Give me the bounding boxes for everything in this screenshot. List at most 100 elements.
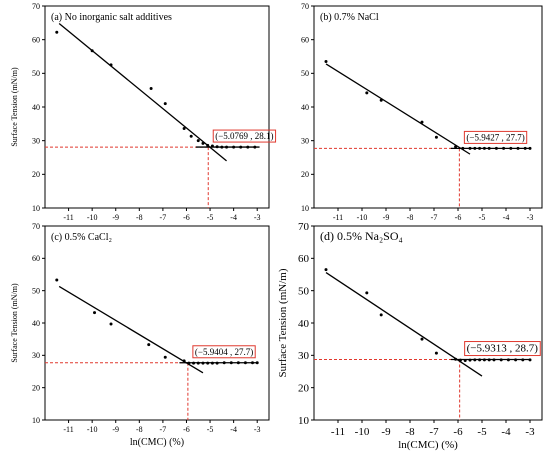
- y-tick-label: 20: [301, 170, 309, 179]
- x-tick-label: -11: [63, 213, 73, 222]
- data-point: [255, 361, 259, 365]
- x-tick-label: -8: [405, 426, 415, 438]
- x-tick-label: -5: [207, 425, 214, 434]
- plot-frame: [313, 5, 543, 209]
- panel-title: (c) 0.5% CaCl₂: [51, 232, 112, 243]
- x-tick-label: -7: [431, 213, 438, 222]
- chart-panel-4: -11 -10 -9 -8 -7 -6 -5 -4 -3 10 20 30 40 50 60 70 (d) 0.…: [277, 221, 543, 451]
- data-point: [215, 145, 219, 149]
- data-point: [521, 358, 525, 362]
- data-point: [55, 30, 59, 34]
- data-point: [324, 60, 328, 64]
- fit-line-premicellar: [325, 272, 483, 377]
- data-point: [250, 361, 254, 365]
- data-point: [473, 358, 477, 362]
- y-tick-label: 70: [298, 221, 310, 233]
- data-point: [478, 146, 482, 150]
- data-point: [454, 145, 458, 149]
- y-tick-label: 40: [32, 319, 40, 328]
- data-point: [201, 141, 205, 145]
- x-tick-label: -7: [160, 213, 167, 222]
- data-point: [93, 311, 97, 315]
- y-tick-label: 10: [32, 416, 40, 425]
- intersection-label: (−5.9313 , 28.7): [467, 343, 539, 355]
- y-tick-label: 70: [32, 2, 40, 11]
- intersection-label: (−5.9427 , 27.7): [466, 132, 524, 142]
- intersection-label-box: [212, 129, 277, 143]
- y-tick-label: 30: [32, 136, 40, 145]
- data-point: [434, 135, 438, 139]
- y-tick-label: 20: [32, 170, 40, 179]
- y-tick-label: 10: [301, 204, 309, 213]
- data-point: [229, 361, 233, 365]
- data-point: [182, 359, 186, 363]
- data-point: [434, 351, 438, 355]
- data-point: [516, 146, 520, 150]
- data-point: [109, 63, 113, 67]
- x-axis-label: ln(CMC) (%): [130, 437, 184, 448]
- x-tick-label: -10: [357, 213, 368, 222]
- data-point: [163, 355, 167, 359]
- data-point: [482, 358, 486, 362]
- data-point: [232, 145, 236, 149]
- y-tick-label: 60: [32, 254, 40, 263]
- chart-panel-3: -11 -10 -9 -8 -7 -6 -5 -4 -3 10 20 30 40 50 60 70 (c) 0.…: [10, 222, 270, 448]
- x-tick-label: -9: [112, 213, 119, 222]
- data-point: [468, 358, 472, 362]
- y-tick-label: 30: [32, 351, 40, 360]
- x-tick-label: -5: [479, 213, 486, 222]
- x-tick-label: -8: [407, 213, 414, 222]
- data-point: [478, 358, 482, 362]
- x-axis-label: ln(CMC) (%): [398, 439, 458, 451]
- x-tick-label: -4: [230, 213, 237, 222]
- y-tick-label: 40: [32, 103, 40, 112]
- data-point: [215, 361, 219, 365]
- y-tick-label: 30: [298, 350, 310, 362]
- data-point: [523, 146, 527, 150]
- y-tick-label: 40: [298, 318, 310, 330]
- intersection-label: (−5.0769 , 28.1): [215, 131, 273, 141]
- y-tick-label: 70: [32, 222, 40, 231]
- intersection-label: (−5.9404 , 27.7): [195, 347, 253, 357]
- y-tick-label: 70: [301, 2, 309, 11]
- data-point: [473, 146, 477, 150]
- fit-line-premicellar: [325, 63, 471, 155]
- x-tick-label: -4: [503, 213, 510, 222]
- x-tick-label: -5: [477, 426, 487, 438]
- data-point: [210, 144, 214, 148]
- data-point: [379, 98, 383, 102]
- y-tick-label: 50: [32, 286, 40, 295]
- data-point: [206, 143, 210, 147]
- y-tick-label: 20: [298, 383, 310, 395]
- y-axis-label: Surface Tension (mN/m): [10, 67, 19, 147]
- x-tick-label: -9: [381, 426, 391, 438]
- x-tick-label: -6: [455, 213, 462, 222]
- data-point: [420, 120, 424, 124]
- x-tick-label: -9: [383, 213, 390, 222]
- panel-title: (b) 0.7% NaCl: [320, 12, 379, 23]
- x-tick-label: -3: [525, 426, 535, 438]
- data-point: [163, 102, 167, 106]
- y-tick-label: 30: [301, 136, 309, 145]
- data-point: [458, 358, 462, 362]
- data-point: [222, 361, 226, 365]
- x-tick-label: -5: [207, 213, 214, 222]
- intersection-label-box: [463, 130, 528, 144]
- data-point: [324, 268, 328, 272]
- x-tick-label: -6: [183, 213, 190, 222]
- data-point: [243, 361, 247, 365]
- y-tick-label: 50: [32, 69, 40, 78]
- data-point: [201, 361, 205, 365]
- data-point: [55, 278, 59, 282]
- data-point: [463, 359, 467, 363]
- y-tick-label: 60: [301, 35, 309, 44]
- x-tick-label: -4: [230, 425, 237, 434]
- x-tick-label: -11: [331, 426, 345, 438]
- x-tick-label: -8: [136, 213, 143, 222]
- data-point: [109, 322, 113, 326]
- data-point: [528, 358, 532, 362]
- data-point: [90, 49, 94, 53]
- chart-panel-2: -11 -10 -9 -8 -7 -6 -5 -4 -3 10 20 30 40 50 60 70 (b) 0.…: [301, 2, 543, 222]
- data-point: [189, 134, 193, 138]
